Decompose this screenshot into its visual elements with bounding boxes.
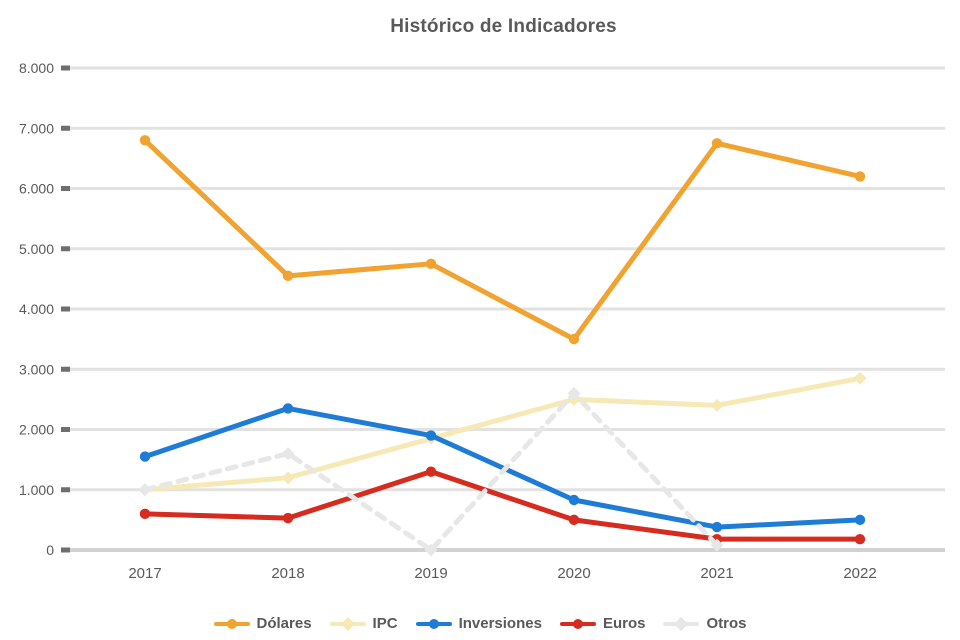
- data-point[interactable]: [567, 386, 581, 400]
- data-point[interactable]: [425, 430, 437, 441]
- legend-label: IPC: [372, 615, 398, 632]
- series-line: [142, 469, 863, 542]
- legend-swatch-icon: [663, 616, 700, 631]
- y-axis-tick: [61, 487, 70, 493]
- data-point[interactable]: [710, 538, 724, 552]
- data-point[interactable]: [282, 270, 294, 282]
- y-axis-label: 4.000: [19, 301, 54, 317]
- legend-swatch-icon: [329, 616, 366, 631]
- legend-item-inversiones[interactable]: Inversiones: [415, 615, 542, 632]
- y-axis-label: 2.000: [19, 422, 54, 438]
- data-point[interactable]: [139, 508, 151, 520]
- data-point[interactable]: [568, 333, 580, 345]
- data-point[interactable]: [711, 138, 723, 149]
- data-point[interactable]: [139, 451, 151, 462]
- y-axis-label: 1.000: [19, 482, 54, 498]
- legend-label: Dólares: [256, 615, 312, 632]
- data-point[interactable]: [282, 512, 294, 524]
- data-point[interactable]: [424, 543, 438, 557]
- data-point[interactable]: [281, 471, 295, 485]
- y-axis-tick: [61, 125, 70, 131]
- legend-label: Euros: [602, 615, 646, 632]
- legend-item-euros[interactable]: Euros: [559, 615, 646, 632]
- y-axis-tick: [61, 186, 70, 191]
- y-axis-tick: [61, 366, 70, 372]
- data-point[interactable]: [568, 494, 580, 506]
- x-axis-label: 2020: [557, 565, 590, 582]
- data-point[interactable]: [281, 447, 295, 461]
- x-axis-label: 2021: [700, 565, 733, 582]
- chart-plot-area: 8.000 7.000 6.000 5.000 4.000 3.000 2.000 1.000…: [19, 60, 945, 582]
- series-line: [142, 405, 863, 530]
- data-point[interactable]: [425, 258, 437, 270]
- legend-item-ipc[interactable]: IPC: [329, 615, 398, 632]
- y-axis-label: 8.000: [19, 60, 54, 76]
- legend-label: Otros: [706, 615, 747, 632]
- series-ipc: [138, 371, 867, 497]
- legend-swatch-icon: [213, 618, 250, 629]
- data-point[interactable]: [853, 371, 867, 385]
- y-axis-tick: [61, 547, 70, 553]
- chart-legend: Dólares IPC Inversiones Euros Otros: [0, 615, 960, 632]
- legend-swatch-icon: [415, 618, 452, 629]
- data-point[interactable]: [711, 521, 723, 533]
- legend-swatch-icon: [559, 618, 596, 629]
- y-axis-label: 0: [46, 542, 54, 558]
- chart-title: Histórico de Indicadores: [390, 16, 617, 37]
- legend-item-dólares[interactable]: Dólares: [213, 615, 312, 632]
- series-dólares: [139, 135, 866, 345]
- y-axis-label: 3.000: [19, 361, 54, 377]
- y-axis-tick: [61, 65, 70, 71]
- y-axis-tick: [61, 427, 70, 432]
- data-point[interactable]: [282, 403, 294, 414]
- x-axis-label: 2018: [271, 565, 304, 582]
- x-axis-label: 2017: [128, 565, 161, 582]
- legend-label: Inversiones: [458, 615, 542, 632]
- y-axis-tick: [61, 246, 70, 252]
- series-line: [142, 390, 720, 553]
- y-axis-label: 5.000: [19, 241, 54, 257]
- data-point[interactable]: [138, 483, 152, 497]
- series-otros: [138, 386, 724, 557]
- series-line: [142, 375, 863, 493]
- legend-item-otros[interactable]: Otros: [663, 615, 746, 632]
- data-point[interactable]: [425, 466, 437, 477]
- data-point[interactable]: [568, 514, 580, 526]
- series-line: [142, 137, 863, 342]
- data-point[interactable]: [854, 171, 866, 182]
- data-point[interactable]: [139, 135, 151, 146]
- data-point[interactable]: [710, 398, 724, 412]
- y-axis-tick: [61, 306, 70, 312]
- series-inversiones: [139, 403, 866, 533]
- x-axis-label: 2022: [843, 565, 876, 582]
- y-axis-label: 6.000: [19, 181, 54, 197]
- data-point[interactable]: [854, 533, 866, 545]
- y-axis-label: 7.000: [19, 120, 54, 136]
- series-euros: [139, 466, 866, 545]
- data-point[interactable]: [854, 514, 866, 526]
- x-axis-label: 2019: [414, 565, 447, 582]
